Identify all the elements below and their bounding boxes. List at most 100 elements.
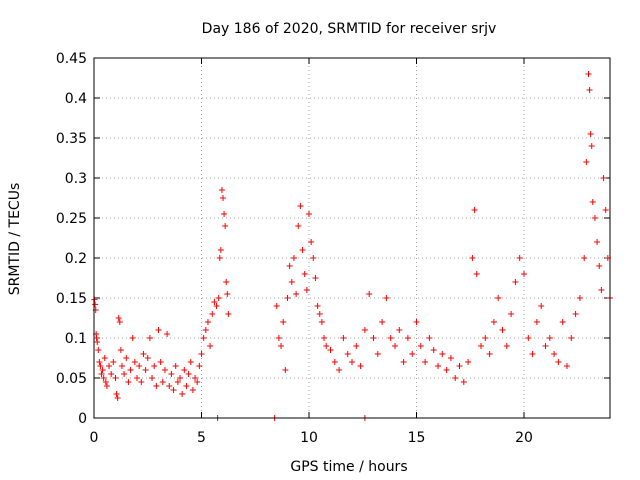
y-tick-label: 0.2 (65, 251, 87, 267)
data-point (512, 279, 519, 285)
data-point (225, 311, 232, 317)
data-point (98, 371, 105, 377)
data-point (521, 271, 527, 277)
data-point (583, 159, 590, 165)
data-point (430, 347, 437, 353)
data-point (525, 335, 532, 341)
data-point (155, 327, 162, 333)
data-point (168, 371, 175, 377)
data-point (273, 303, 280, 309)
data-point (600, 175, 607, 181)
data-point (187, 359, 194, 365)
data-point (495, 295, 502, 301)
data-point (125, 379, 132, 385)
data-point (117, 347, 124, 353)
data-point (546, 335, 553, 341)
data-point (115, 315, 122, 321)
data-point (284, 295, 291, 301)
data-point (95, 347, 102, 353)
data-point (221, 211, 228, 217)
data-point (312, 275, 319, 281)
data-point (198, 351, 205, 357)
data-point (113, 391, 120, 397)
data-point (331, 359, 338, 365)
data-point (177, 375, 183, 381)
data-point (340, 335, 347, 341)
data-point (295, 223, 302, 229)
data-point (297, 203, 304, 209)
data-point (594, 239, 601, 245)
data-point (591, 215, 598, 221)
grid-lines (94, 58, 610, 418)
x-axis-label: GPS time / hours (290, 459, 407, 475)
data-point (422, 359, 429, 365)
data-point (170, 387, 177, 393)
data-point (551, 351, 558, 357)
data-point (353, 343, 360, 349)
y-tick-label: 0.05 (56, 371, 87, 387)
y-tick-label: 0 (78, 411, 87, 427)
y-tick-label: 0.25 (56, 211, 87, 227)
data-point (555, 359, 562, 365)
y-tick-label: 0.35 (56, 131, 87, 147)
data-points (91, 71, 613, 421)
tick-labels: 0 0.05 0.1 0.15 0.2 0.25 0.3 0.35 0.4 0.45 0 5 10 15 2… (56, 51, 533, 446)
data-point (189, 387, 196, 393)
data-point (131, 359, 138, 365)
data-point (194, 379, 201, 385)
data-point (379, 319, 386, 325)
data-point (209, 311, 216, 317)
data-point (598, 287, 605, 293)
y-axis-label: SRMTID / TECUs (7, 183, 23, 296)
data-point (103, 383, 110, 389)
data-point (559, 319, 566, 325)
data-point (306, 211, 312, 217)
data-point (99, 367, 106, 373)
x-tick-label: 0 (90, 430, 99, 446)
data-point (106, 363, 113, 369)
data-point (110, 359, 117, 365)
data-point (116, 319, 123, 325)
data-point (392, 343, 398, 349)
data-point (482, 335, 489, 341)
data-point (146, 335, 153, 341)
y-tick-label: 0.4 (65, 91, 87, 107)
data-point (100, 375, 107, 381)
data-point (151, 363, 158, 369)
data-point (417, 343, 424, 349)
data-point (588, 143, 595, 149)
data-point (387, 335, 394, 341)
data-point (516, 255, 523, 261)
data-point (216, 255, 223, 261)
data-point (447, 355, 454, 361)
data-point (314, 303, 321, 309)
data-point (602, 207, 609, 213)
data-point (211, 299, 218, 305)
data-point (533, 319, 540, 325)
data-point (581, 255, 588, 261)
data-point (183, 383, 190, 389)
data-point (96, 359, 103, 365)
x-tick-label: 5 (197, 430, 206, 446)
y-tick-label: 0.45 (56, 51, 87, 67)
data-point (308, 239, 315, 245)
data-point (290, 255, 297, 261)
data-point (275, 335, 282, 341)
data-point (215, 295, 222, 301)
data-point (204, 319, 211, 325)
data-point (138, 379, 145, 385)
data-point (127, 367, 134, 373)
data-point (108, 371, 115, 377)
data-point (538, 303, 545, 309)
data-point (374, 351, 381, 357)
data-point (576, 295, 583, 301)
data-point (159, 379, 166, 385)
data-point (172, 363, 179, 369)
data-point (460, 379, 467, 385)
data-point (123, 355, 130, 361)
data-point (134, 375, 140, 381)
data-point (192, 375, 199, 381)
data-point (282, 367, 289, 373)
data-point (452, 375, 459, 381)
